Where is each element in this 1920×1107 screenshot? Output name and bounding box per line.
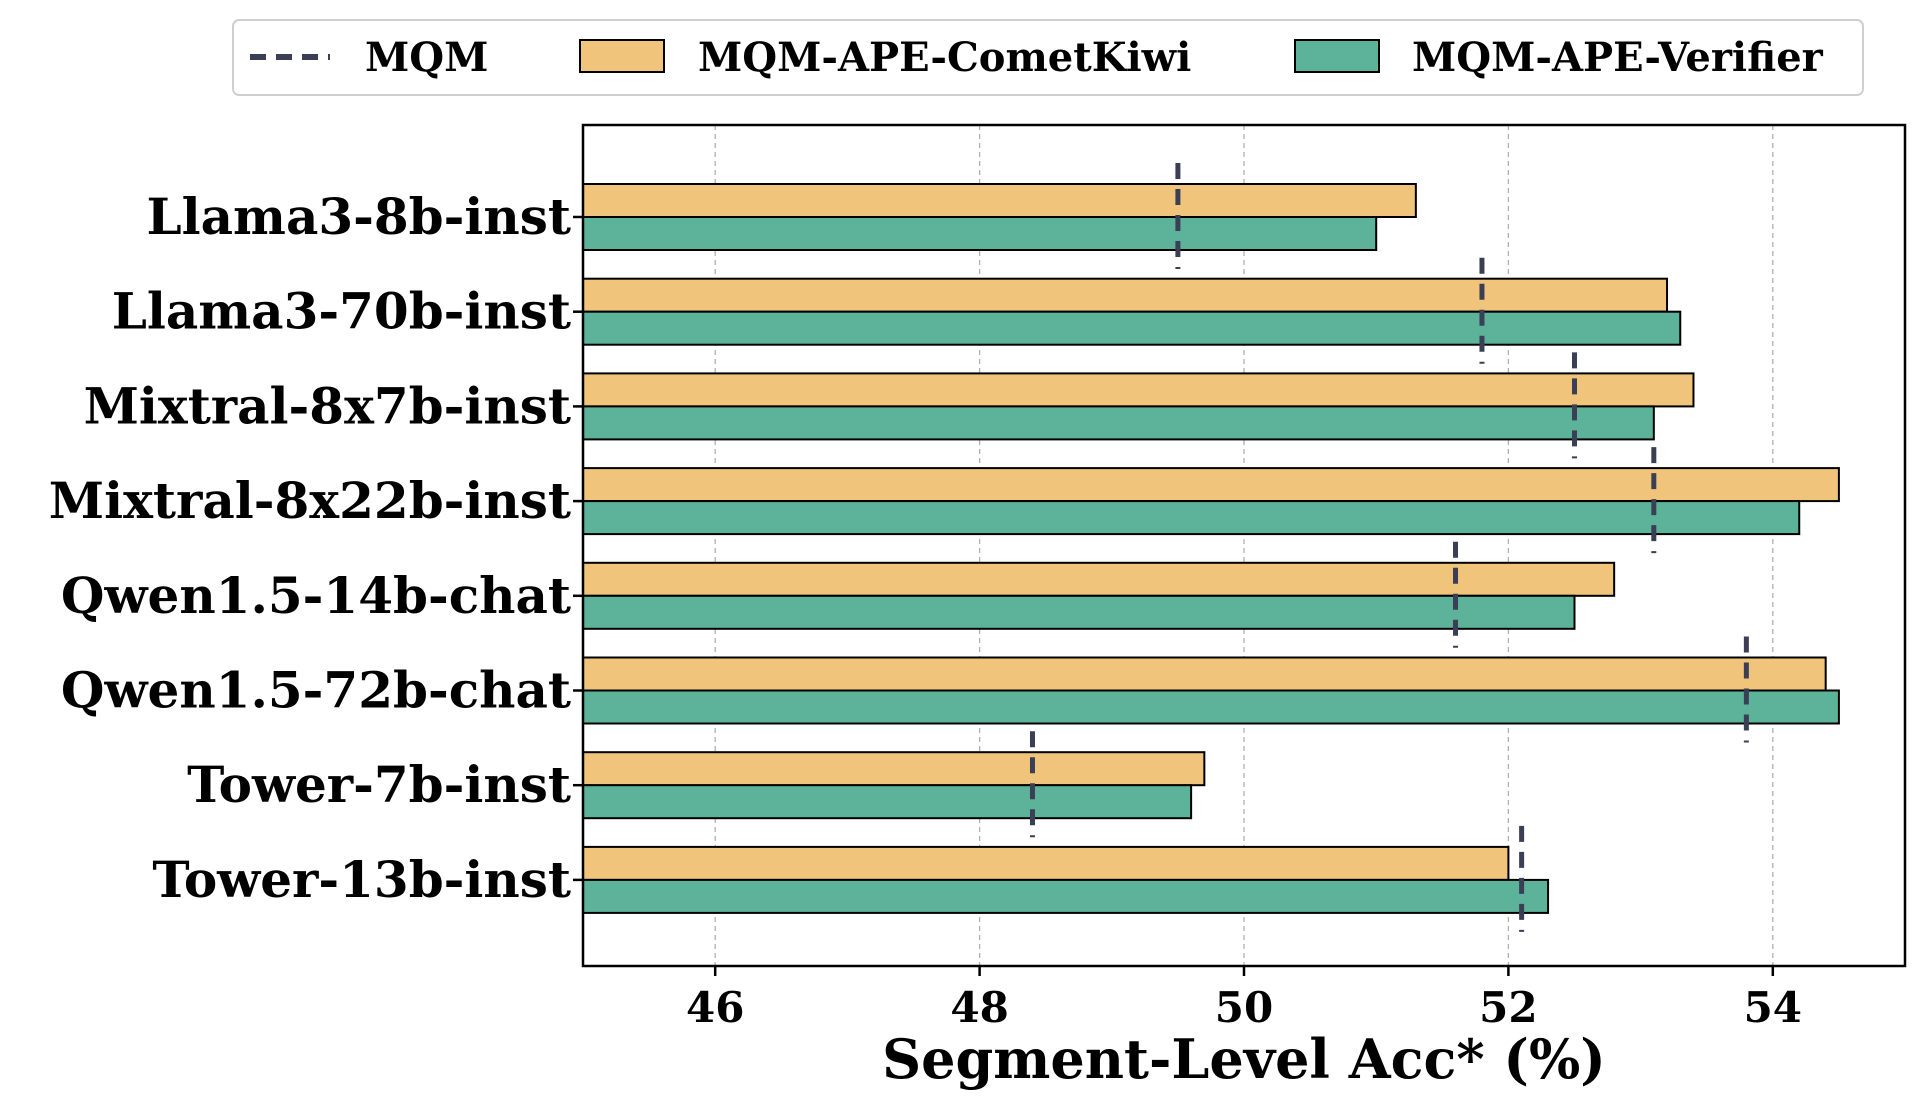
legend-label-cometkiwi: MQM-APE-CometKiwi <box>698 34 1191 81</box>
category-label: Mixtral-8x7b-inst <box>84 376 571 435</box>
x-tick-label: 46 <box>686 983 744 1032</box>
category-label: Tower-7b-inst <box>187 755 571 814</box>
legend-frame <box>232 19 1864 96</box>
legend-swatch-verifier <box>1294 39 1380 73</box>
bars <box>582 183 1840 914</box>
y-axis-labels: Llama3-8b-inst Llama3-70b-inst Mixtral-8x7… <box>49 187 583 909</box>
bar-cometkiwi <box>582 467 1840 503</box>
category-label: Mixtral-8x22b-inst <box>49 471 571 530</box>
x-axis-title: Segment-Level Acc* (%) <box>882 1027 1606 1091</box>
category-label: Qwen1.5-14b-chat <box>61 566 571 625</box>
legend-swatch-cometkiwi <box>579 39 665 73</box>
x-tick-label: 52 <box>1479 983 1537 1032</box>
bar-verifier <box>582 500 1801 536</box>
x-tick-label: 54 <box>1744 983 1802 1032</box>
bar-verifier <box>582 689 1840 725</box>
bar-verifier <box>582 216 1378 251</box>
category-label: Llama3-8b-inst <box>147 187 572 246</box>
bar-cometkiwi <box>582 656 1827 692</box>
bar-verifier <box>582 784 1193 820</box>
bar-cometkiwi <box>582 845 1510 881</box>
legend-label-verifier: MQM-APE-Verifier <box>1412 34 1824 81</box>
x-tick-label: 50 <box>1215 983 1273 1032</box>
bar-verifier <box>582 594 1576 630</box>
category-label: Llama3-70b-inst <box>112 282 571 341</box>
bar-cometkiwi <box>582 372 1695 408</box>
category-label: Tower-13b-inst <box>152 850 571 909</box>
grid <box>714 125 1774 966</box>
bar-cometkiwi <box>582 277 1669 313</box>
x-tick-label: 48 <box>950 983 1008 1032</box>
reference-markers <box>1029 163 1749 932</box>
x-axis-ticks: 46 48 50 52 54 <box>686 966 1802 1032</box>
bar-cometkiwi <box>582 561 1616 597</box>
bar-cometkiwi <box>582 751 1206 787</box>
legend: MQM MQM-APE-CometKiwi MQM-APE-Verifier <box>232 19 1864 96</box>
bar-verifier <box>582 405 1655 441</box>
bar-verifier <box>582 310 1682 346</box>
bar-cometkiwi <box>582 183 1417 218</box>
bar-verifier <box>582 878 1550 914</box>
category-label: Qwen1.5-72b-chat <box>61 661 571 720</box>
legend-label-mqm: MQM <box>365 34 488 81</box>
